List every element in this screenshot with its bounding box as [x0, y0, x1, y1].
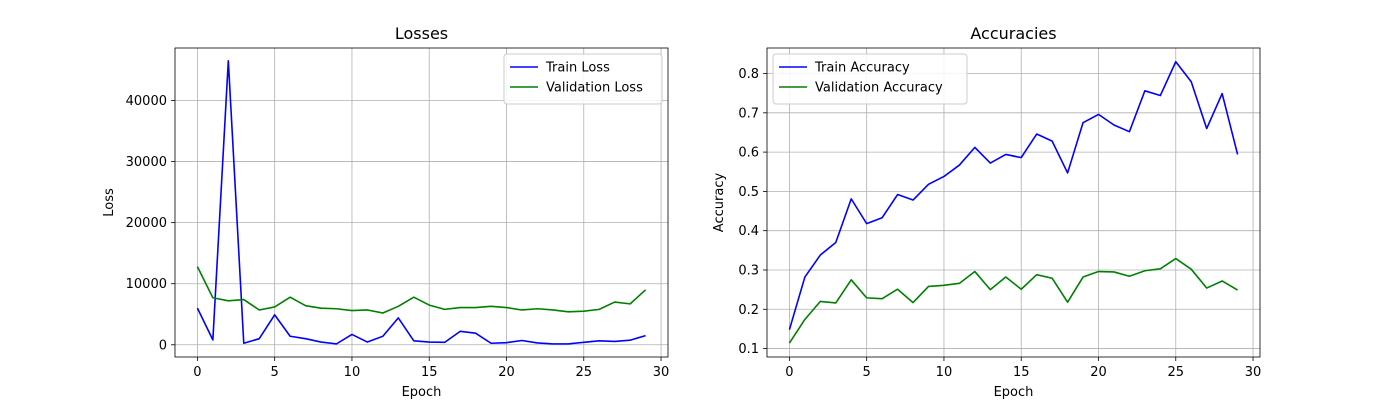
legend-entry: Train Loss — [545, 61, 610, 76]
axes-frame — [174, 47, 669, 358]
chart-2: 0 5 10 15 20 25 30 0.1 0.2 0.3 0.4 0.5 0.6 0.7 0.8 Accu… — [712, 24, 1261, 400]
legend-box — [772, 53, 968, 105]
y-tick-label: 0.5 — [738, 185, 759, 200]
y-tick-label: 30000 — [126, 155, 167, 170]
x-tick-label: 0 — [193, 365, 201, 380]
y-axis-label: Accuracy — [712, 173, 727, 233]
x-tick-label: 10 — [344, 365, 361, 380]
series-line-1 — [788, 60, 1239, 330]
x-tick-label: 5 — [863, 365, 871, 380]
x-tick-label: 20 — [1090, 365, 1107, 380]
y-tick-label: 0.6 — [738, 146, 759, 161]
x-tick-label: 25 — [1167, 365, 1184, 380]
chart-1: 0 5 10 15 20 25 30 0 10000 20000 30000 40000 Losses E… — [102, 24, 669, 400]
legend: Train Accuracy Validation Accuracy — [772, 53, 968, 105]
x-tick-label: 25 — [575, 365, 592, 380]
y-tick-label: 40000 — [126, 94, 167, 109]
legend-entry: Train Accuracy — [814, 61, 910, 76]
y-tick-label: 0.2 — [738, 303, 759, 318]
x-tick-label: 15 — [421, 365, 438, 380]
y-tick-label: 0.8 — [738, 67, 759, 82]
y-tick-label: 20000 — [126, 216, 167, 231]
x-tick-label: 20 — [498, 365, 515, 380]
chart-title: Losses — [395, 24, 448, 43]
axes-frame — [766, 47, 1261, 358]
series-line-2 — [788, 257, 1238, 344]
x-tick-label: 0 — [785, 365, 793, 380]
x-tick-label: 5 — [271, 365, 279, 380]
y-axis-label: Loss — [102, 188, 117, 217]
chart-title: Accuracies — [970, 24, 1056, 43]
x-axis-label: Epoch — [402, 385, 442, 400]
x-tick-label: 15 — [1013, 365, 1030, 380]
y-tick-label: 10000 — [126, 277, 167, 292]
y-tick-label: 0.7 — [738, 106, 759, 121]
series-line-2 — [196, 266, 647, 314]
y-tick-label: 0.3 — [738, 263, 759, 278]
x-tick-label: 10 — [936, 365, 953, 380]
y-tick-label: 0.1 — [738, 342, 759, 357]
series-line-1 — [196, 60, 646, 345]
legend-box — [503, 53, 663, 105]
x-tick-label: 30 — [653, 365, 670, 380]
y-tick-label: 0.4 — [738, 224, 759, 239]
x-axis-label: Epoch — [994, 385, 1034, 400]
x-tick-label: 30 — [1245, 365, 1262, 380]
legend-entry: Validation Accuracy — [815, 81, 943, 96]
legend-entry: Validation Loss — [546, 81, 643, 96]
legend: Train Loss Validation Loss — [503, 53, 663, 105]
y-tick-label: 0 — [159, 338, 167, 353]
